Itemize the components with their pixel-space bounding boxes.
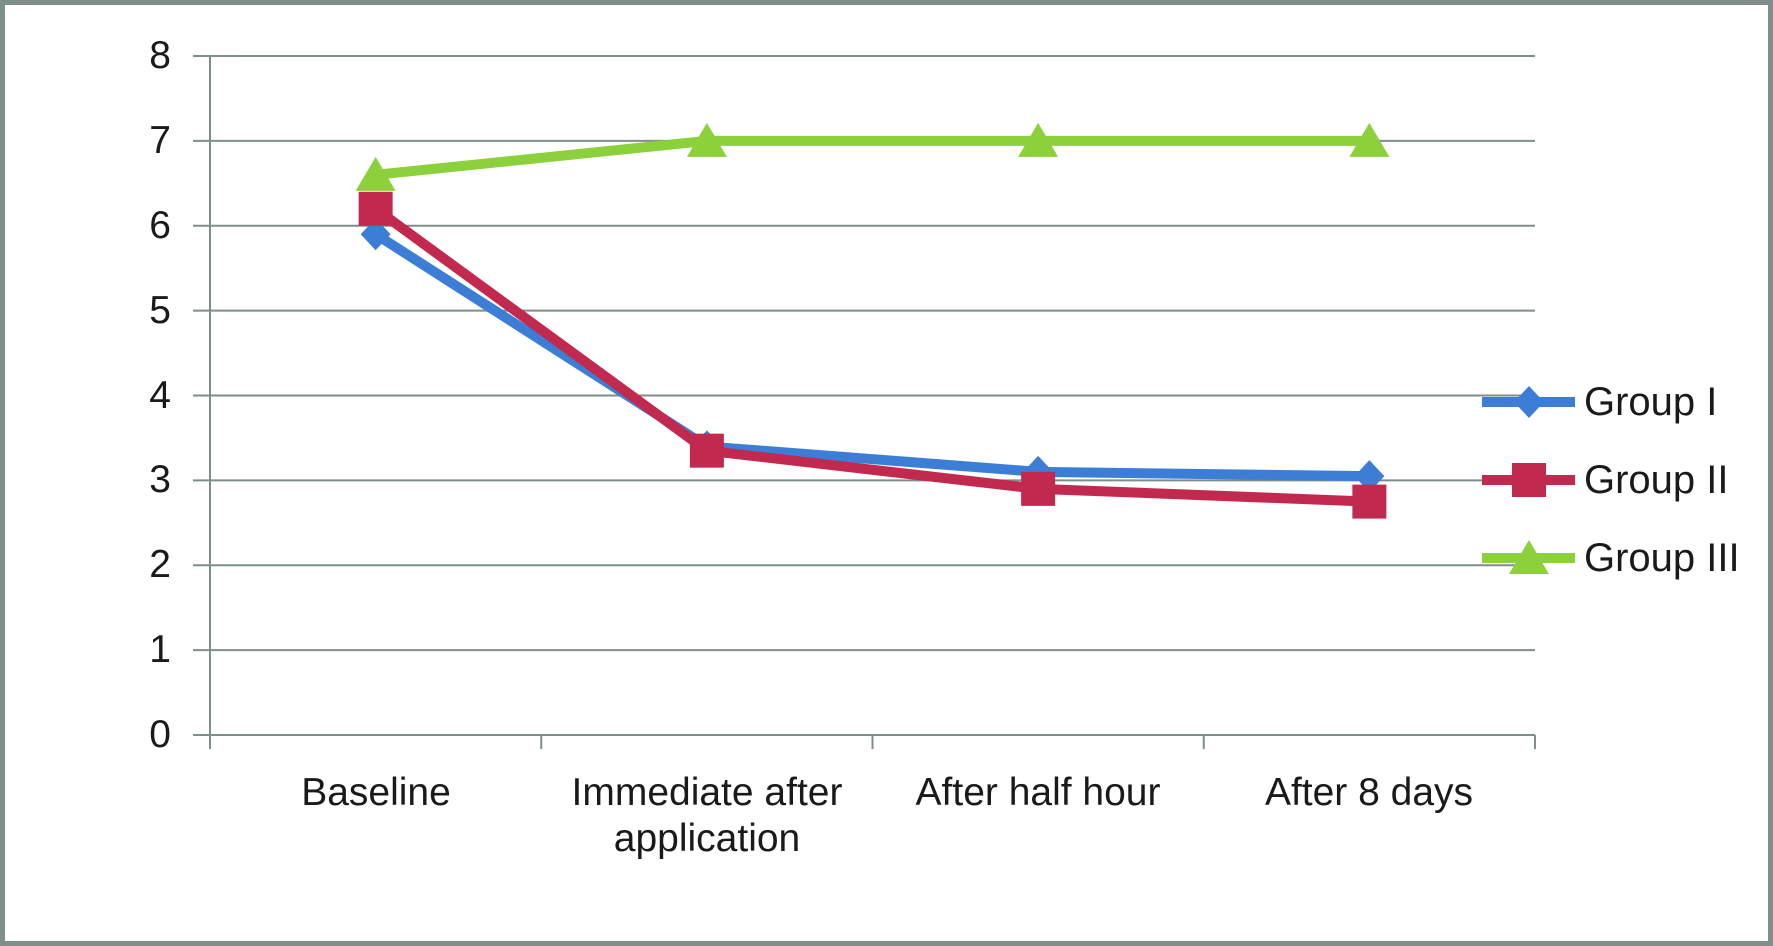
legend-marker-square [1512, 463, 1546, 497]
x-category-label: After half hour [915, 771, 1161, 814]
legend-marker-triangle [1509, 540, 1549, 574]
y-tick-label: 7 [149, 119, 171, 162]
legend-marker-triangle-icon [1482, 540, 1575, 574]
y-tick-label: 1 [149, 628, 171, 671]
legend-item-group-i: Group I [1482, 380, 1717, 424]
y-tick-label: 5 [149, 289, 171, 332]
data-point-group-iii [355, 156, 396, 191]
data-point-group-ii [1021, 471, 1056, 506]
y-tick-label: 2 [149, 543, 171, 586]
data-point-group-iii [1349, 122, 1390, 157]
y-tick-label: 3 [149, 458, 171, 501]
data-point-group-i [360, 218, 391, 251]
legend-label: Group II [1584, 458, 1729, 502]
data-point-group-ii [1352, 484, 1387, 519]
x-category-label: Immediate after application [571, 771, 843, 860]
chart-plot-area [193, 55, 1536, 749]
legend-label: Group I [1584, 380, 1718, 424]
legend-marker-diamond-icon [1482, 386, 1575, 418]
legend-marker-square-icon [1482, 463, 1575, 497]
x-category-label: Baseline [301, 771, 451, 814]
y-tick-label: 4 [149, 374, 171, 417]
legend-label: Group III [1584, 536, 1740, 580]
y-tick-label: 6 [149, 204, 171, 247]
data-point-group-ii [358, 191, 393, 226]
y-tick-label: 0 [149, 713, 171, 756]
legend-item-group-iii: Group III [1482, 536, 1740, 580]
data-point-group-iii [1018, 122, 1059, 157]
data-point-group-iii [686, 122, 727, 157]
data-point-group-ii [689, 433, 724, 468]
series-line-group-ii [372, 204, 1370, 507]
y-tick-label: 8 [149, 34, 171, 77]
data-point-group-i [1354, 460, 1385, 493]
legend-marker-diamond [1514, 386, 1544, 418]
legend-item-group-ii: Group II [1482, 458, 1729, 502]
series-line-group-iii [375, 135, 1370, 180]
series-line-group-i [372, 230, 1370, 482]
x-category-label: After 8 days [1264, 771, 1474, 814]
